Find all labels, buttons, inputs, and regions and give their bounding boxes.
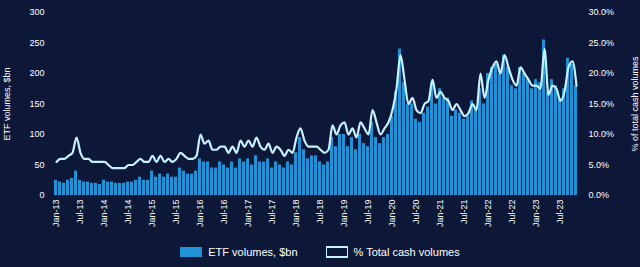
svg-text:200: 200 (29, 68, 44, 78)
html-text:ETF volumes, $bn: ETF volumes, $bn (208, 246, 298, 258)
svg-text:50: 50 (34, 160, 44, 170)
html-text:% Total cash volumes: % Total cash volumes (353, 246, 460, 258)
svg-text:Jan-17: Jan-17 (243, 200, 253, 228)
svg-text:30.0%: 30.0% (589, 7, 615, 17)
svg-text:0: 0 (39, 190, 44, 200)
svg-text:Jan-20: Jan-20 (387, 200, 397, 228)
svg-text:Jan-18: Jan-18 (291, 200, 301, 228)
svg-text:Jul-22: Jul-22 (507, 200, 517, 225)
svg-text:5.0%: 5.0% (589, 160, 610, 170)
svg-text:Jul-23: Jul-23 (555, 200, 565, 225)
svg-text:10.0%: 10.0% (589, 129, 615, 139)
svg-text:Jan-14: Jan-14 (99, 200, 109, 228)
svg-text:0.0%: 0.0% (589, 190, 610, 200)
svg-text:Jul-17: Jul-17 (267, 200, 277, 225)
svg-text:Jan-15: Jan-15 (147, 200, 157, 228)
svg-text:Jan-19: Jan-19 (339, 200, 349, 228)
svg-text:Jul-15: Jul-15 (171, 200, 181, 225)
svg-text:20.0%: 20.0% (589, 68, 615, 78)
svg-text:300: 300 (29, 7, 44, 17)
svg-text:Jan-21: Jan-21 (435, 200, 445, 228)
svg-text:150: 150 (29, 99, 44, 109)
svg-text:Jul-20: Jul-20 (411, 200, 421, 225)
svg-text:Jul-19: Jul-19 (363, 200, 373, 225)
svg-text:% of total cash volumes: % of total cash volumes (630, 56, 640, 152)
svg-text:15.0%: 15.0% (589, 99, 615, 109)
svg-text:Jul-13: Jul-13 (75, 200, 85, 225)
svg-text:250: 250 (29, 38, 44, 48)
svg-text:Jul-18: Jul-18 (315, 200, 325, 225)
svg-text:Jan-13: Jan-13 (51, 200, 61, 228)
svg-text:Jan-23: Jan-23 (531, 200, 541, 228)
svg-text:100: 100 (29, 129, 44, 139)
svg-text:25.0%: 25.0% (589, 38, 615, 48)
svg-text:Jul-21: Jul-21 (459, 200, 469, 225)
svg-text:Jul-16: Jul-16 (219, 200, 229, 225)
svg-text:ETF volumes, $bn: ETF volumes, $bn (2, 67, 12, 140)
svg-text:Jan-16: Jan-16 (195, 200, 205, 228)
svg-text:Jan-22: Jan-22 (483, 200, 493, 228)
svg-text:Jul-14: Jul-14 (123, 200, 133, 225)
